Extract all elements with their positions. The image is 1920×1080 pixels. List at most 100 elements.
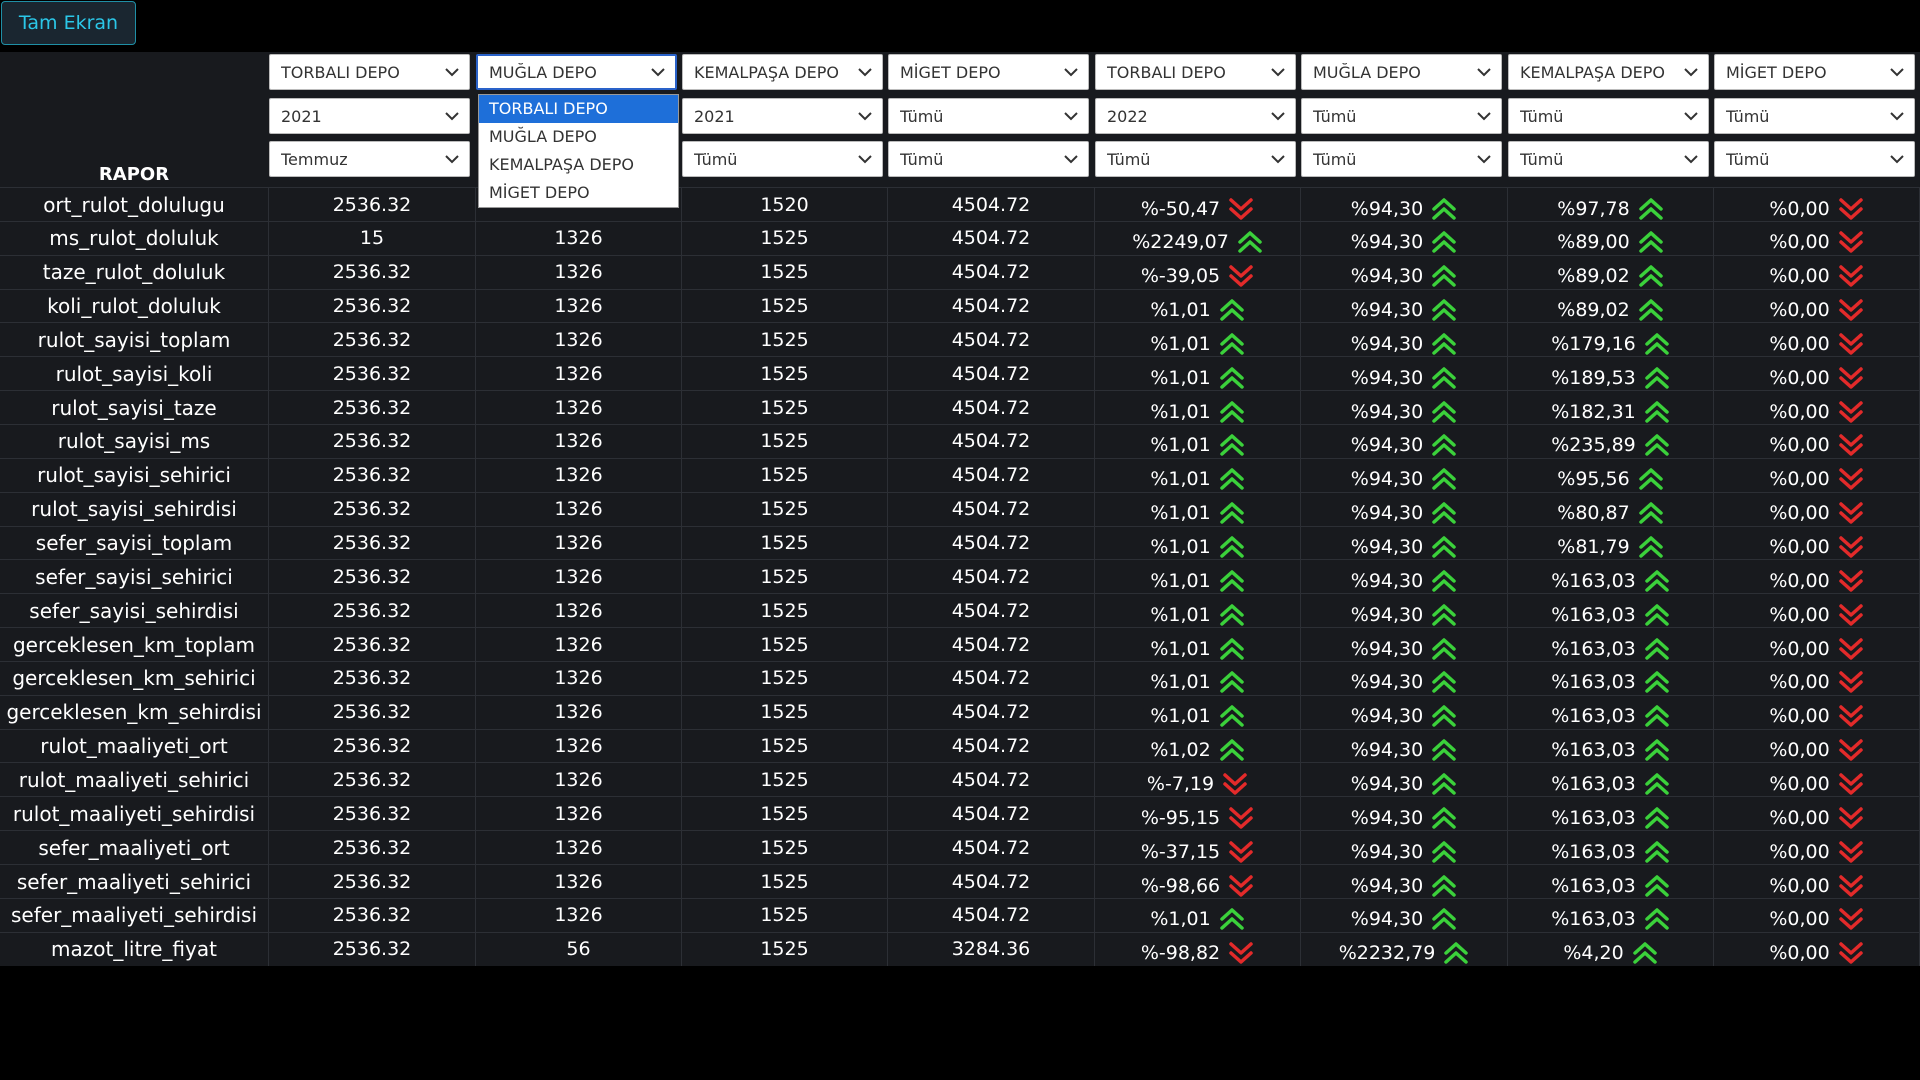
value-cell: 2536.32 <box>269 560 476 594</box>
double-chevron-down-icon <box>1838 196 1864 222</box>
change-value: %163,03 <box>1551 671 1636 694</box>
dropdown-option[interactable]: TORBALI DEPO <box>479 95 678 123</box>
year-select-3[interactable]: 2021 <box>682 98 883 134</box>
change-value: %163,03 <box>1551 603 1636 626</box>
month-select-6[interactable]: Tümü <box>1301 141 1502 177</box>
change-value: %94,30 <box>1350 299 1424 322</box>
double-chevron-down-icon <box>1838 737 1864 763</box>
change-cell: %94,30 <box>1301 865 1508 898</box>
value-cell: 2536.32 <box>269 695 476 729</box>
value-cell: 2536.32 <box>269 492 476 526</box>
change-value: %0,00 <box>1769 840 1830 863</box>
change-cell: %1,01 <box>1095 560 1301 594</box>
change-value: %0,00 <box>1769 299 1830 322</box>
value-cell: 1326 <box>476 323 682 357</box>
year-select-value: 2021 <box>694 106 735 126</box>
value-cell: 4504.72 <box>888 458 1095 492</box>
row-label: rulot_maaliyeti_sehirdisi <box>0 797 269 831</box>
dropdown-option[interactable]: KEMALPAŞA DEPO <box>489 155 634 174</box>
depot-select-5[interactable]: TORBALI DEPO <box>1095 54 1296 90</box>
depot-select-value: TORBALI DEPO <box>281 62 400 82</box>
change-cell: %0,00 <box>1714 831 1920 865</box>
month-select-1[interactable]: Temmuz <box>269 141 470 177</box>
change-cell: %163,03 <box>1508 594 1714 628</box>
depot-select-4[interactable]: MİGET DEPO <box>888 54 1089 90</box>
change-value: %95,56 <box>1557 468 1630 491</box>
chevron-down-icon <box>1674 142 1708 176</box>
month-select-8[interactable]: Tümü <box>1714 141 1915 177</box>
change-cell: %0,00 <box>1714 661 1920 695</box>
month-select-7[interactable]: Tümü <box>1508 141 1709 177</box>
value-cell: 1525 <box>682 797 888 831</box>
value-cell: 56 <box>476 932 682 966</box>
change-value: %-98,66 <box>1140 874 1221 897</box>
value-cell: 2536.32 <box>269 865 476 898</box>
value-cell: 4504.72 <box>888 628 1095 662</box>
change-cell: %94,30 <box>1301 831 1508 865</box>
value-cell: 2536.32 <box>269 357 476 391</box>
change-cell: %0,00 <box>1714 357 1920 391</box>
table-row: taze_rulot_doluluk 2536.32 1326 1525 4504.72… <box>0 254 1920 289</box>
depot-select-1[interactable]: TORBALI DEPO <box>269 54 470 90</box>
value-cell: 2536.32 <box>269 831 476 865</box>
row-label: sefer_maaliyeti_ort <box>0 831 269 865</box>
depot-select-6[interactable]: MUĞLA DEPO <box>1301 54 1502 90</box>
value-cell: 1525 <box>682 932 888 966</box>
double-chevron-up-icon <box>1431 636 1457 662</box>
month-select-5[interactable]: Tümü <box>1095 141 1296 177</box>
double-chevron-down-icon <box>1228 940 1254 966</box>
year-select-5[interactable]: 2022 <box>1095 98 1296 134</box>
value-cell: 1326 <box>476 831 682 865</box>
value-cell: 4504.72 <box>888 763 1095 797</box>
year-select-7[interactable]: Tümü <box>1508 98 1709 134</box>
double-chevron-up-icon <box>1443 940 1469 966</box>
month-select-3[interactable]: Tümü <box>682 141 883 177</box>
chevron-down-icon <box>1880 55 1914 89</box>
depot-select-7[interactable]: KEMALPAŞA DEPO <box>1508 54 1709 90</box>
change-value: %189,53 <box>1551 366 1636 389</box>
double-chevron-up-icon <box>1644 568 1670 594</box>
depot-select-2[interactable]: MUĞLA DEPO <box>476 54 677 90</box>
month-select-4[interactable]: Tümü <box>888 141 1089 177</box>
double-chevron-down-icon <box>1838 873 1864 899</box>
double-chevron-up-icon <box>1638 263 1664 289</box>
table-row: ort_rulot_dolulugu 2536.32 1520 4504.72 %-50… <box>0 187 1920 221</box>
chevron-down-icon <box>435 99 469 133</box>
change-cell: %94,30 <box>1301 492 1508 526</box>
dropdown-option[interactable]: MUĞLA DEPO <box>489 127 597 146</box>
dropdown-option[interactable]: MİGET DEPO <box>489 183 590 202</box>
double-chevron-up-icon <box>1219 399 1245 425</box>
year-select-8[interactable]: Tümü <box>1714 98 1915 134</box>
value-cell: 2536.32 <box>269 594 476 628</box>
year-select-4[interactable]: Tümü <box>888 98 1089 134</box>
double-chevron-up-icon <box>1219 568 1245 594</box>
chevron-down-icon <box>435 55 469 89</box>
table-row: rulot_sayisi_sehirdisi 2536.32 1326 1525 450… <box>0 491 1920 526</box>
fullscreen-button[interactable]: Tam Ekran <box>1 1 136 45</box>
change-value: %0,00 <box>1769 874 1830 897</box>
row-label: rulot_sayisi_ms <box>0 424 269 458</box>
double-chevron-up-icon <box>1219 297 1245 323</box>
change-cell: %94,30 <box>1301 255 1508 289</box>
double-chevron-down-icon <box>1838 365 1864 391</box>
change-value: %163,03 <box>1551 874 1636 897</box>
value-cell: 2536.32 <box>269 729 476 763</box>
double-chevron-up-icon <box>1644 432 1670 458</box>
depot-select-8[interactable]: MİGET DEPO <box>1714 54 1915 90</box>
change-cell: %1,01 <box>1095 492 1301 526</box>
year-select-1[interactable]: 2021 <box>269 98 470 134</box>
double-chevron-up-icon <box>1644 805 1670 831</box>
depot-select-3[interactable]: KEMALPAŞA DEPO <box>682 54 883 90</box>
change-value: %1,01 <box>1150 434 1211 457</box>
table-row: sefer_maaliyeti_ort 2536.32 1326 1525 4504.7… <box>0 830 1920 865</box>
change-value: %0,00 <box>1769 536 1830 558</box>
change-cell: %94,30 <box>1301 560 1508 594</box>
double-chevron-up-icon <box>1431 466 1457 492</box>
change-value: %2249,07 <box>1132 231 1229 254</box>
value-cell: 1326 <box>476 661 682 695</box>
value-cell: 1525 <box>682 289 888 323</box>
value-cell: 1525 <box>682 661 888 695</box>
double-chevron-up-icon <box>1638 534 1664 560</box>
year-select-6[interactable]: Tümü <box>1301 98 1502 134</box>
chevron-down-icon <box>1467 99 1501 133</box>
